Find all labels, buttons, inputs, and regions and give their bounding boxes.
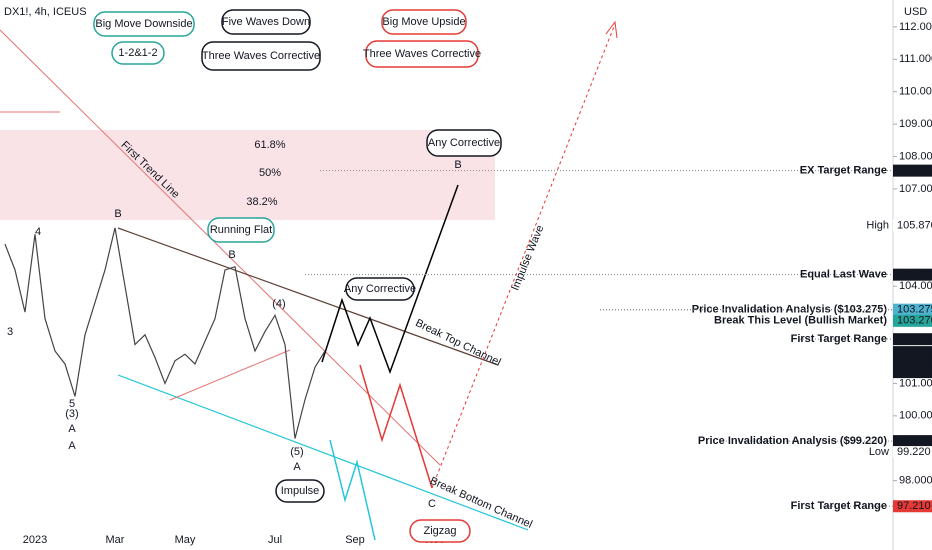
level-price: 97.210 [897, 500, 931, 512]
y-tick-label: 109.000 [899, 118, 932, 130]
annotation-box [381, 9, 467, 35]
level-price: 99.220 [897, 435, 931, 447]
annotation-box [111, 41, 165, 65]
y-tick-label: 98.000 [899, 475, 932, 487]
annotation: Any Corrective [428, 137, 500, 149]
level-name: Low [869, 446, 889, 458]
annotation: Three Waves Corrective [202, 50, 320, 62]
annotation: A [68, 423, 76, 435]
level-name: First Target Range [791, 333, 887, 345]
y-tick-label: 101.000 [899, 377, 932, 389]
annotation: Any Corrective [344, 283, 416, 295]
annotation-box [345, 277, 415, 301]
annotation: Big Move Upside [382, 16, 465, 28]
level-box [893, 268, 932, 281]
currency: USD [904, 6, 927, 18]
annotation: Running Flat [210, 224, 272, 236]
x-tick-label: Jul [268, 534, 282, 546]
annotation-box [221, 9, 311, 35]
annotation: Big Move Downside [95, 18, 192, 30]
impulse-arrow [431, 23, 616, 489]
teal-wave [329, 439, 376, 541]
level-name: High [866, 219, 889, 231]
annotation-box [426, 129, 502, 157]
level-name: Equal Last Wave [800, 269, 887, 281]
black-wave [321, 184, 459, 375]
level-name: First Target Range [791, 500, 887, 512]
annotation-box [409, 519, 471, 543]
red-wave [359, 364, 433, 489]
level-name: Price Invalidation Analysis ($99.220) [698, 435, 887, 447]
header: DX1!, 4h, ICEUS [4, 6, 87, 18]
annotation: B [228, 249, 235, 261]
annotation: 61.8% [254, 139, 285, 151]
level-name: EX Target Range [800, 165, 887, 177]
annotation: Five Waves Down [222, 16, 310, 28]
last-change: −3.44% [897, 356, 932, 368]
pink-trend [169, 349, 291, 401]
annotation: 5 [69, 398, 75, 410]
annotation: (5) [290, 446, 303, 458]
annotation: (3) [65, 408, 78, 420]
level-box [893, 500, 932, 513]
level-price: 103.275 [897, 304, 932, 316]
annotation: Impulse Wave [509, 224, 546, 293]
y-tick-label: 100.000 [899, 410, 932, 422]
x-tick-label: May [175, 534, 196, 546]
annotation-box [207, 217, 275, 243]
annotation: Three Waves Corrective [363, 48, 481, 60]
annotation: Zigzag [423, 525, 456, 537]
y-tick-label: 104.000 [899, 280, 932, 292]
fib-zone [0, 130, 495, 220]
level-price: 105.870 [897, 219, 932, 231]
annotation-box [365, 40, 479, 68]
level-price: 104.355 [897, 269, 932, 281]
last-price: 101.935 [897, 347, 932, 359]
annotation: C [428, 498, 436, 510]
x-tick-label: Sep [345, 534, 365, 546]
y-tick-label: 108.000 [899, 150, 932, 162]
annotation: 3 [7, 326, 13, 338]
annotation: B [454, 159, 461, 171]
annotation: Break Top Channel [413, 317, 502, 369]
bottom-channel [117, 374, 529, 531]
first-trend-line [0, 29, 441, 466]
annotation: (4) [272, 298, 285, 310]
annotation: 38.2% [246, 196, 277, 208]
level-box [893, 164, 932, 177]
annotation: A [293, 461, 301, 473]
level-price: 103.270 [897, 315, 932, 327]
level-price: 99.220 [897, 446, 931, 458]
level-price: 102.365 [897, 333, 932, 345]
level-box [893, 303, 932, 316]
annotation: 1-2&1-2 [118, 47, 157, 59]
last-box [893, 346, 932, 379]
level-box [893, 314, 932, 327]
top-channel [117, 227, 499, 366]
x-tick-label: Mar [106, 534, 125, 546]
annotation-box [93, 11, 195, 37]
annotation: Impulse [281, 485, 320, 497]
price-line [4, 227, 326, 439]
y-tick-label: 110.000 [899, 86, 932, 98]
annotation: A [68, 440, 76, 452]
y-tick-label: 111.000 [899, 53, 932, 65]
last-timer: 01:08:26 [897, 365, 932, 377]
level-name: Break This Level (Bullish Market) [714, 315, 887, 327]
annotation: B [114, 208, 121, 220]
level-price: 107.565 [897, 165, 932, 177]
annotation: 50% [259, 167, 281, 179]
y-tick-label: 107.000 [899, 183, 932, 195]
arrow-head [605, 20, 618, 39]
level-box [893, 446, 932, 459]
y-tick-label: 112.000 [899, 21, 932, 33]
annotation: 4 [35, 226, 41, 238]
level-box [893, 333, 932, 346]
level-box [893, 219, 932, 232]
annotation-box [201, 41, 321, 71]
annotation-box [275, 479, 325, 503]
level-box [893, 435, 932, 448]
x-tick-label: 2023 [23, 534, 47, 546]
